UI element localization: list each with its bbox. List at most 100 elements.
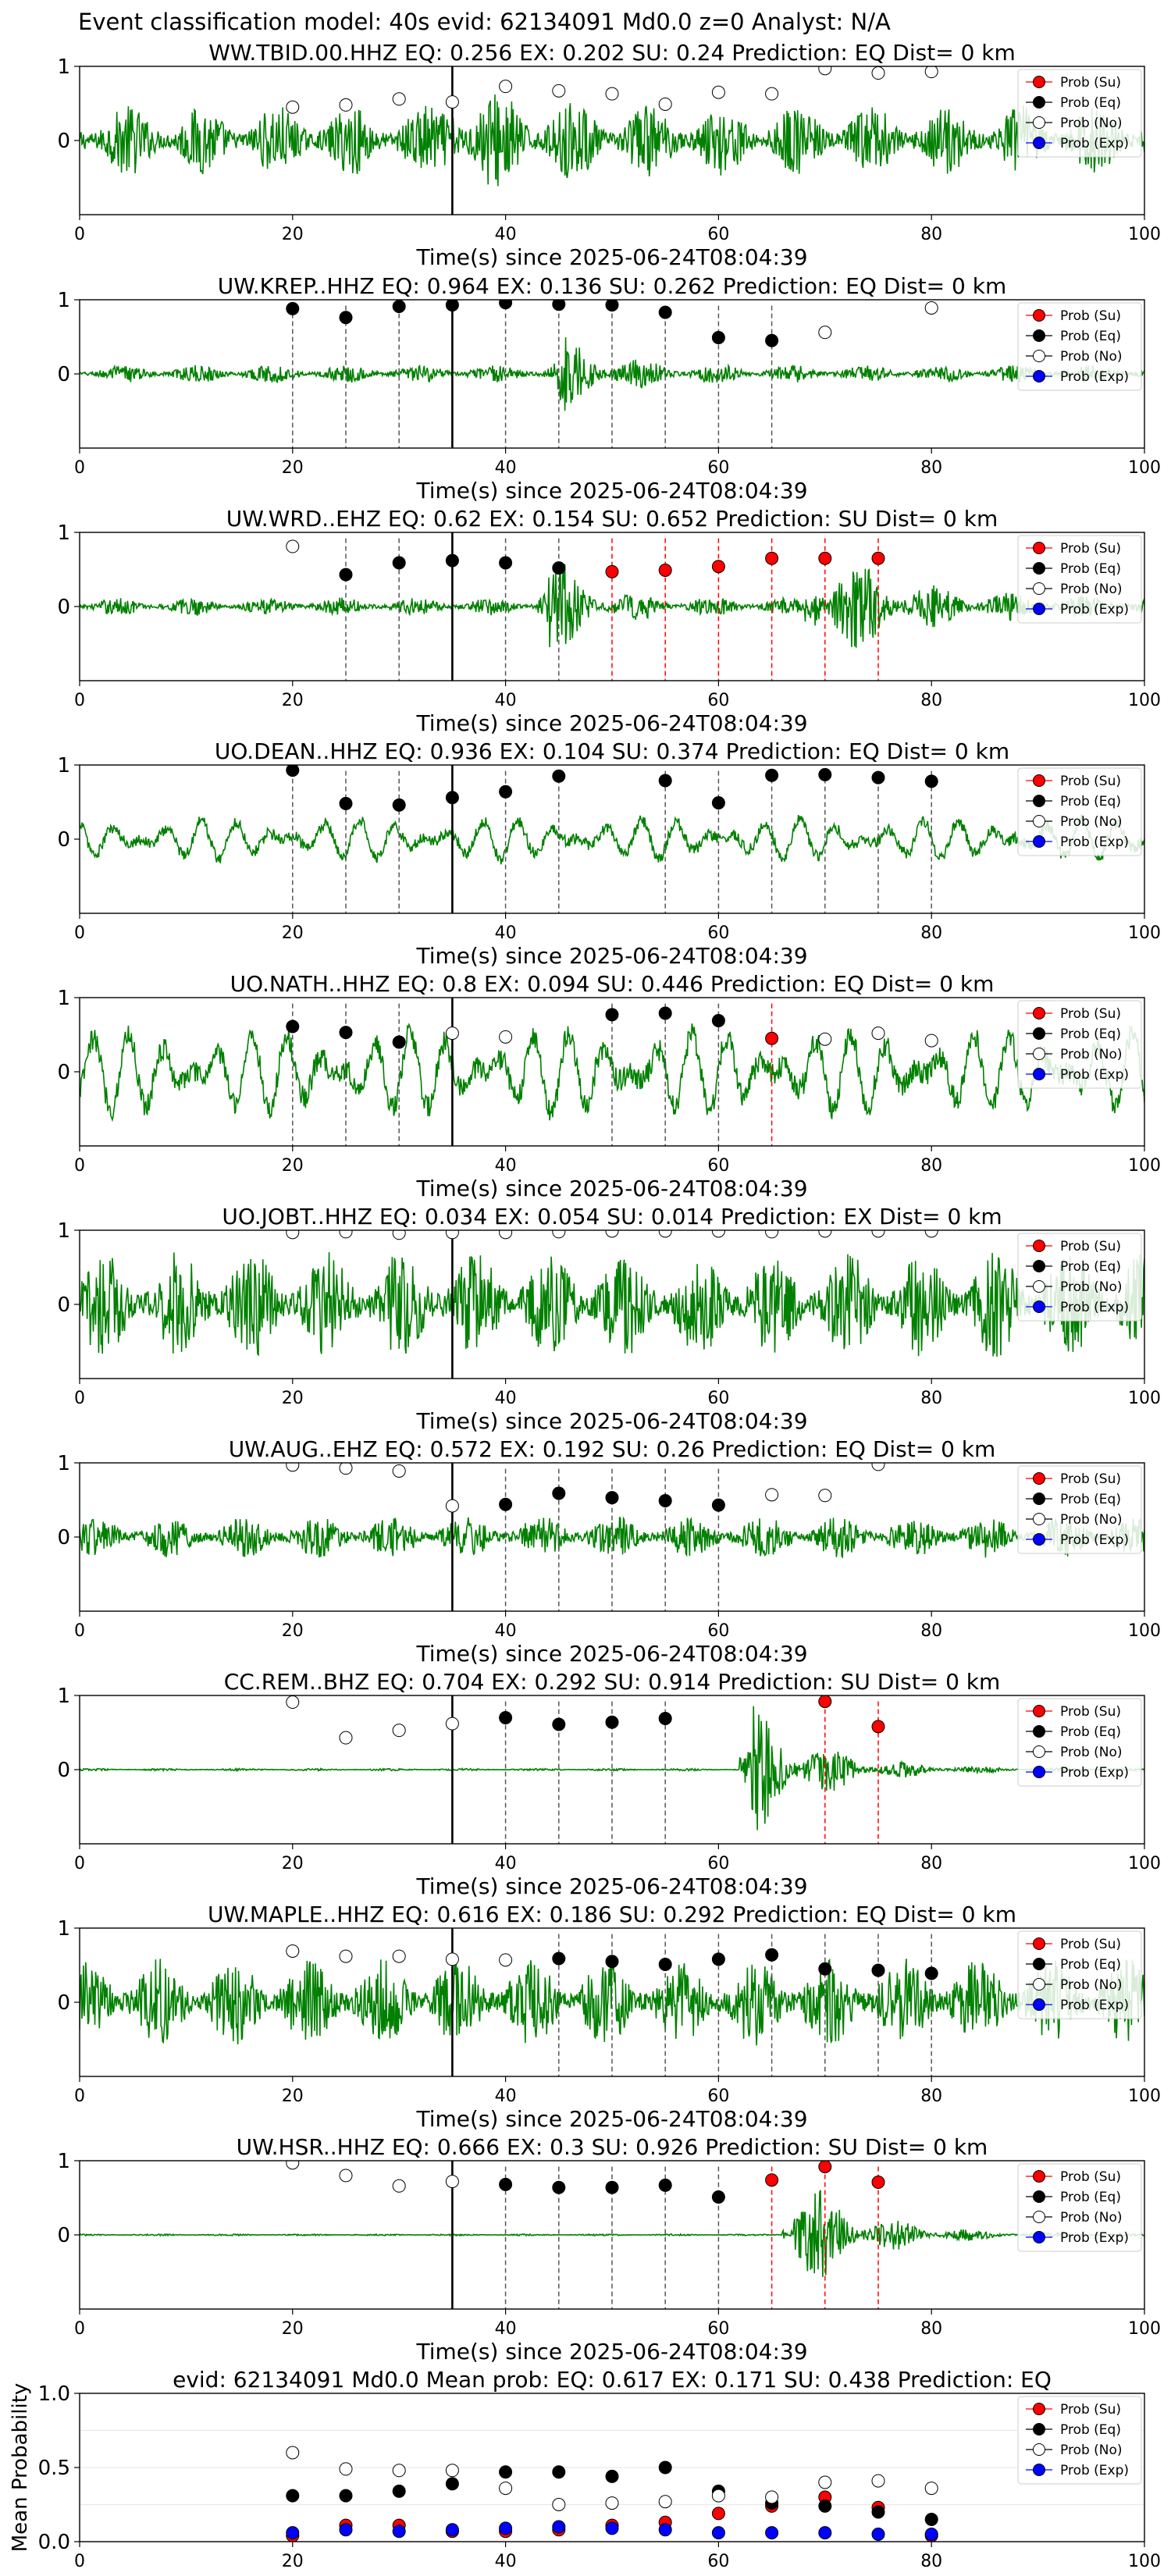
legend-label-eq: Prob (Eq) (1060, 329, 1121, 344)
x-tick-label: 40 (495, 691, 517, 710)
plot-area (80, 2161, 1144, 2309)
y-tick-label: 0 (57, 1061, 70, 1084)
x-tick-label: 20 (282, 458, 304, 478)
prob-marker-eq (658, 1006, 672, 1020)
x-tick-label: 60 (707, 2319, 729, 2339)
mean-prob-marker-exp (605, 2521, 619, 2535)
x-tick-label: 20 (282, 1854, 304, 1873)
prob-marker-no (499, 1230, 513, 1240)
mean-prob-marker-eq (658, 2460, 672, 2475)
legend-label-exp: Prob (Exp) (1060, 2463, 1129, 2478)
waveform-trace (80, 1706, 1144, 1831)
mean-prob-marker-no (924, 2482, 938, 2496)
prob-marker-eq (605, 2180, 619, 2194)
x-tick-label: 0 (74, 2319, 85, 2339)
prob-marker-eq (499, 1711, 513, 1724)
legend-label-exp: Prob (Exp) (1060, 1067, 1129, 1083)
prob-marker-no (286, 2161, 300, 2170)
legend-label-su: Prob (Su) (1060, 1239, 1121, 1254)
x-tick-label: 0 (74, 1389, 85, 1408)
panel-9: UW.HSR..HHZ EQ: 0.666 EX: 0.3 SU: 0.926 … (57, 2134, 1161, 2364)
prob-marker-eq (605, 1008, 619, 1022)
panel-10: evid: 62134091 Md0.0 Mean prob: EQ: 0.61… (9, 2367, 1161, 2571)
x-tick-label: 40 (495, 1156, 517, 1176)
legend-marker-no (1033, 116, 1045, 129)
legend-label-exp: Prob (Exp) (1060, 1532, 1129, 1548)
y-tick-label: 1 (57, 289, 70, 312)
prob-marker-eq (711, 2190, 725, 2204)
waveform-trace (80, 1023, 1144, 1123)
legend-marker-su (1033, 309, 1045, 322)
x-axis-label: Time(s) since 2025-06-24T08:04:39 (415, 1408, 807, 1434)
legend-marker-no (1033, 1048, 1045, 1060)
axes-frame (79, 1695, 1145, 1845)
y-tick-label: 0 (57, 363, 70, 386)
legend-marker-no (1033, 1513, 1045, 1525)
prob-marker-no (445, 1499, 459, 1513)
x-tick-label: 0 (74, 691, 85, 710)
legend-marker-eq (1033, 96, 1045, 109)
legend-marker-eq (1033, 1958, 1045, 1970)
axes-frame (79, 66, 1145, 215)
prob-marker-no (499, 80, 513, 94)
prob-marker-no (445, 95, 459, 109)
mean-prob-marker-exp (658, 2523, 672, 2537)
legend-marker-exp (1033, 370, 1045, 382)
prob-marker-no (445, 1026, 459, 1041)
prob-marker-su (818, 551, 832, 565)
x-tick-label: 40 (495, 225, 517, 244)
x-tick-label: 20 (282, 923, 304, 943)
legend-marker-no (1033, 1978, 1045, 1991)
prob-marker-no (871, 66, 885, 80)
prob-marker-no (392, 1949, 406, 1963)
mean-prob-marker-no (605, 2496, 619, 2510)
x-tick-label: 20 (282, 2552, 304, 2571)
axes-frame (79, 2160, 1145, 2310)
panel-title: evid: 62134091 Md0.0 Mean prob: EQ: 0.61… (173, 2367, 1052, 2393)
prob-marker-no (286, 1230, 300, 1240)
legend: Prob (Su) Prob (Eq) Prob (No) Prob (Exp) (1017, 302, 1142, 391)
x-axis-label: Time(s) since 2025-06-24T08:04:39 (415, 943, 807, 969)
mean-prob-marker-exp (765, 2526, 779, 2540)
mean-prob-marker-no (818, 2475, 832, 2489)
mean-prob-marker-no (339, 2462, 353, 2476)
panel-title: WW.TBID.00.HHZ EQ: 0.256 EX: 0.202 SU: 0… (208, 40, 1016, 66)
legend: Prob (Su) Prob (Eq) Prob (No) Prob (Exp) (1017, 1465, 1142, 1554)
prob-marker-no (339, 1463, 353, 1475)
legend: Prob (Su) Prob (Eq) Prob (No) Prob (Exp) (1017, 1930, 1142, 2019)
panel-title: UO.NATH..HHZ EQ: 0.8 EX: 0.094 SU: 0.446… (230, 971, 995, 997)
x-tick-label: 60 (707, 2552, 729, 2571)
mean-prob-marker-no (499, 2482, 513, 2496)
prob-marker-no (499, 1030, 513, 1044)
prob-marker-no (871, 1230, 885, 1238)
prob-marker-eq (765, 1948, 779, 1962)
legend-label-exp: Prob (Exp) (1060, 2230, 1129, 2246)
x-tick-label: 80 (920, 691, 942, 710)
prob-marker-eq (552, 561, 566, 575)
legend-label-no: Prob (No) (1060, 116, 1123, 131)
prob-marker-no (818, 66, 832, 76)
prob-marker-su (605, 564, 619, 578)
figure-title: Event classification model: 40s evid: 62… (78, 9, 891, 35)
mean-prob-marker-eq (552, 2465, 566, 2479)
prob-marker-eq (445, 553, 459, 568)
prob-marker-eq (286, 1019, 300, 1034)
mean-prob-marker-exp (286, 2526, 300, 2540)
legend-marker-eq (1033, 1725, 1045, 1738)
x-tick-label: 100 (1128, 1156, 1161, 1176)
mean-prob-marker-no (286, 2446, 300, 2460)
axes-frame (79, 997, 1145, 1147)
mean-prob-marker-exp (445, 2523, 459, 2537)
legend-marker-su (1033, 76, 1045, 88)
legend-marker-no (1033, 582, 1045, 595)
legend-label-no: Prob (No) (1060, 582, 1123, 597)
x-tick-label: 80 (920, 225, 942, 244)
x-tick-label: 20 (282, 1389, 304, 1408)
mean-prob-marker-eq (499, 2465, 513, 2479)
prob-marker-no (765, 87, 779, 101)
prob-marker-no (339, 98, 353, 112)
prob-marker-no (286, 539, 300, 553)
legend: Prob (Su) Prob (Eq) Prob (No) Prob (Exp) (1017, 1233, 1142, 1322)
prob-marker-no (392, 1230, 406, 1240)
legend-label-eq: Prob (Eq) (1060, 1957, 1121, 1973)
